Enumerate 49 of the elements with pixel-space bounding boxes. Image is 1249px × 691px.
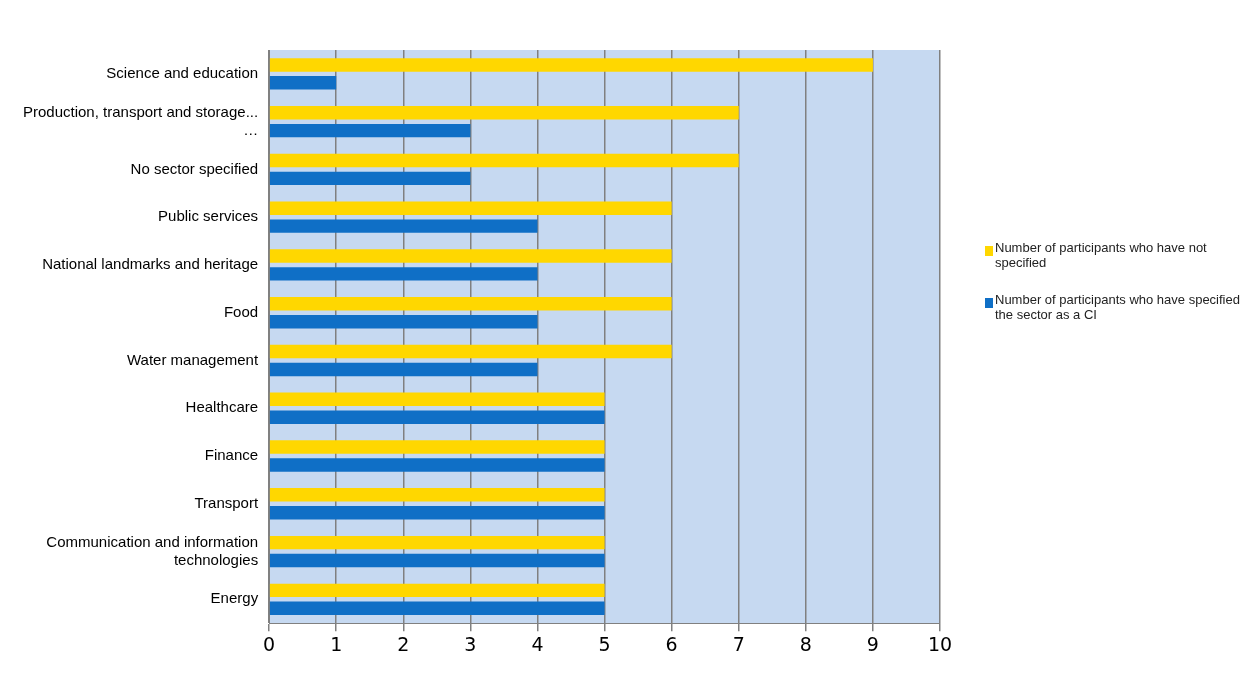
x-tick-label: 10 [927,632,953,655]
bar [269,362,538,377]
bar [269,201,672,215]
y-tick-label: National landmarks and heritage [42,255,259,273]
y-tick-label: Food [223,302,259,320]
x-tick-label: 0 [263,632,276,655]
bar [269,458,605,472]
bar [269,535,605,550]
x-tick-label: 8 [799,632,812,655]
y-tick-label: Water management [126,350,259,368]
x-tick-label: 7 [732,632,745,655]
x-tick-label: 6 [665,632,678,655]
legend-label: Number of participants who have not specified [995,240,1208,270]
bar [269,249,672,263]
bar [269,392,605,407]
bar [269,297,672,311]
bar [269,123,471,138]
bar [269,171,471,186]
bar [269,58,873,72]
legend-label: Number of participants who have specified the sector as a CI [995,292,1241,322]
x-tick-label: 5 [598,632,611,655]
bar [269,76,337,90]
y-tick-label: No sector specified [130,159,259,177]
bar [269,105,739,120]
y-tick-label: Healthcare [185,398,259,416]
y-tick-label: Production, transport and storage... … [23,102,259,138]
bar [269,410,605,424]
y-tick-label: Finance [204,446,259,464]
bar [269,440,605,454]
bar [269,583,605,598]
y-tick-label: Science and education [106,64,259,82]
bar [269,344,672,359]
bar [269,267,538,281]
y-tick-label: Communication and information technologies [46,532,259,568]
x-tick-label: 2 [397,632,410,655]
bar [269,506,605,520]
x-tick-label: 1 [330,632,343,655]
y-tick-label: Energy [210,589,259,607]
y-tick-label: Transport [194,493,259,511]
x-tick-label: 3 [464,632,477,655]
bar [269,601,605,615]
x-tick-label: 9 [866,632,879,655]
bar [269,219,538,233]
bar [269,553,605,568]
bar [269,153,739,168]
x-tick-label: 4 [531,632,544,655]
bar [269,488,605,502]
bar [269,314,538,329]
y-tick-label: Public services [158,207,259,225]
